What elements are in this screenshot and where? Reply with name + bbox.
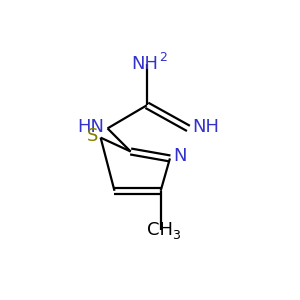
Text: S: S (87, 128, 98, 146)
Text: 2: 2 (159, 51, 167, 64)
Text: NH: NH (131, 55, 158, 73)
Text: 3: 3 (172, 229, 180, 242)
Text: N: N (173, 147, 187, 165)
Text: NH: NH (192, 118, 219, 136)
Text: HN: HN (77, 118, 104, 136)
Text: CH: CH (146, 221, 172, 239)
